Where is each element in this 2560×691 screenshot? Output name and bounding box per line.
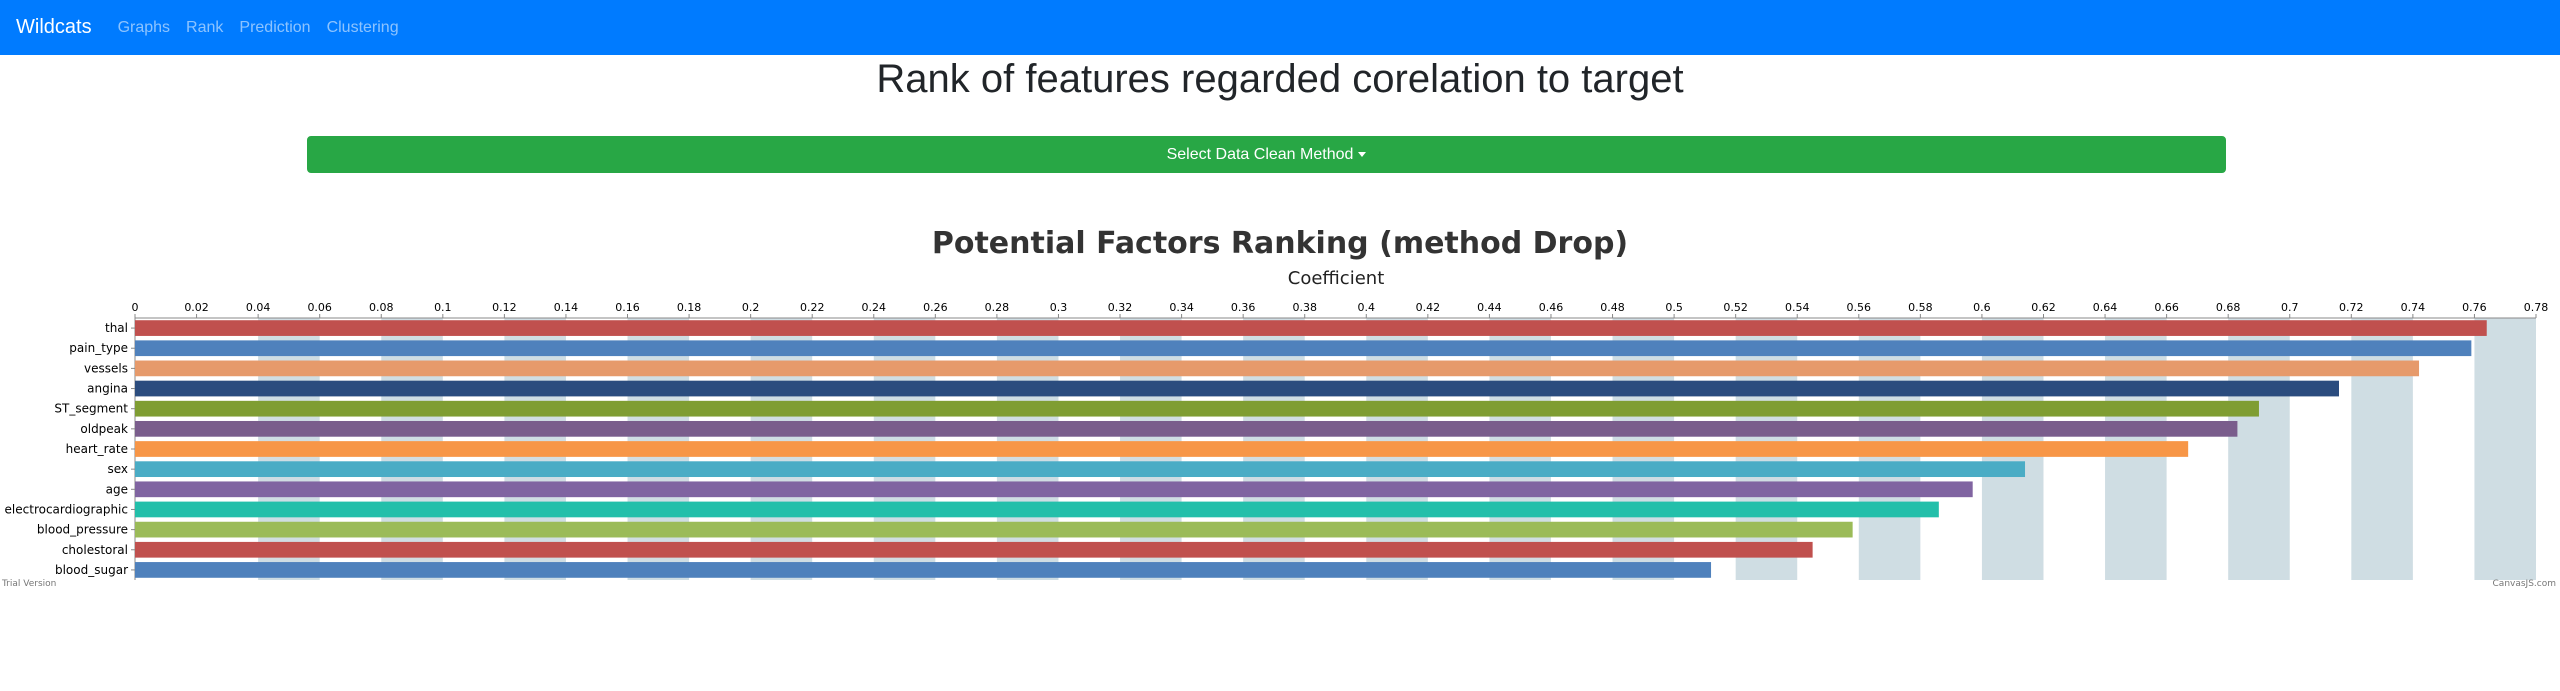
category-label: angina <box>87 382 128 396</box>
bar-sex <box>135 461 2026 478</box>
x-tick-label: 0.64 <box>2093 301 2118 314</box>
category-label: oldpeak <box>80 422 128 436</box>
category-label: cholestoral <box>62 543 128 557</box>
data-clean-method-dropdown[interactable]: Select Data Clean Method <box>307 136 2226 173</box>
caret-down-icon <box>1358 152 1367 157</box>
chart-title: Potential Factors Ranking (method Drop) <box>932 226 1628 261</box>
x-tick-label: 0.62 <box>2031 301 2056 314</box>
grid-stripe <box>2474 318 2536 580</box>
category-label: sex <box>107 462 128 476</box>
x-tick-label: 0.68 <box>2216 301 2241 314</box>
x-tick-label: 0.04 <box>246 301 271 314</box>
axis-title: Coefficient <box>1288 268 1385 289</box>
x-tick-label: 0.24 <box>862 301 887 314</box>
x-tick-label: 0.18 <box>677 301 702 314</box>
category-label: vessels <box>84 361 128 375</box>
category-label: blood_pressure <box>37 523 128 537</box>
x-tick-label: 0.72 <box>2339 301 2364 314</box>
x-tick-label: 0.52 <box>1723 301 1748 314</box>
x-tick-label: 0.12 <box>492 301 517 314</box>
bar-blood_pressure <box>135 521 1853 538</box>
x-tick-label: 0.7 <box>2281 301 2299 314</box>
category-label: pain_type <box>69 341 128 355</box>
x-tick-label: 0.22 <box>800 301 825 314</box>
trial-version-watermark: Trial Version <box>1 579 56 589</box>
x-tick-label: 0.14 <box>554 301 579 314</box>
x-tick-label: 0.26 <box>923 301 948 314</box>
bar-vessels <box>135 360 2420 377</box>
x-tick-label: 0.32 <box>1108 301 1133 314</box>
x-tick-label: 0.54 <box>1785 301 1810 314</box>
bar-cholestoral <box>135 541 1813 558</box>
x-tick-label: 0.06 <box>307 301 332 314</box>
x-tick-label: 0.46 <box>1539 301 1564 314</box>
x-tick-label: 0.08 <box>369 301 394 314</box>
category-label: blood_sugar <box>55 563 128 577</box>
x-tick-label: 0.48 <box>1600 301 1625 314</box>
category-label: ST_segment <box>54 402 128 416</box>
nav-link-graphs[interactable]: Graphs <box>117 18 171 36</box>
navbar: Wildcats Graphs Rank Prediction Clusteri… <box>0 0 2560 55</box>
x-tick-label: 0.42 <box>1416 301 1441 314</box>
canvasjs-watermark: CanvasJS.com <box>2493 579 2556 589</box>
x-tick-label: 0.74 <box>2401 301 2426 314</box>
x-tick-label: 0 <box>132 301 139 314</box>
x-tick-label: 0.44 <box>1477 301 1502 314</box>
x-tick-label: 0.38 <box>1292 301 1317 314</box>
bar-thal <box>135 320 2487 336</box>
bar-angina <box>135 380 2339 397</box>
category-label: age <box>106 482 128 496</box>
x-tick-label: 0.2 <box>742 301 760 314</box>
x-tick-label: 0.58 <box>1908 301 1933 314</box>
dropdown-label: Select Data Clean Method <box>1166 145 1354 163</box>
x-tick-label: 0.6 <box>1973 301 1991 314</box>
category-label: thal <box>105 321 128 335</box>
x-tick-label: 0.36 <box>1231 301 1256 314</box>
bar-ST_segment <box>135 400 2259 417</box>
x-tick-label: 0.02 <box>184 301 209 314</box>
x-tick-label: 0.56 <box>1847 301 1872 314</box>
bar-oldpeak <box>135 420 2238 437</box>
bar-pain_type <box>135 340 2472 357</box>
nav-link-rank[interactable]: Rank <box>186 18 224 36</box>
x-tick-label: 0.28 <box>985 301 1010 314</box>
category-label: heart_rate <box>66 442 128 456</box>
x-tick-label: 0.3 <box>1050 301 1068 314</box>
nav-link-prediction[interactable]: Prediction <box>239 18 311 36</box>
bar-age <box>135 481 1973 498</box>
x-tick-label: 0.5 <box>1665 301 1683 314</box>
x-tick-label: 0.66 <box>2154 301 2179 314</box>
brand-link[interactable]: Wildcats <box>16 16 92 38</box>
x-tick-label: 0.4 <box>1358 301 1376 314</box>
bar-electrocardiographic <box>135 501 1939 518</box>
x-tick-label: 0.16 <box>615 301 640 314</box>
page-title: Rank of features regarded corelation to … <box>876 57 1684 101</box>
grid-stripe <box>2228 318 2290 580</box>
bar-blood_sugar <box>135 562 1712 578</box>
grid-stripe <box>2351 318 2413 580</box>
x-tick-label: 0.1 <box>434 301 452 314</box>
x-tick-label: 0.78 <box>2524 301 2549 314</box>
x-tick-label: 0.76 <box>2462 301 2487 314</box>
bar-heart_rate <box>135 441 2189 457</box>
x-tick-label: 0.34 <box>1169 301 1194 314</box>
category-label: electrocardiographic <box>5 502 128 516</box>
nav-link-clustering[interactable]: Clustering <box>326 18 399 36</box>
ranking-chart: Potential Factors Ranking (method Drop) C… <box>1 226 2556 589</box>
